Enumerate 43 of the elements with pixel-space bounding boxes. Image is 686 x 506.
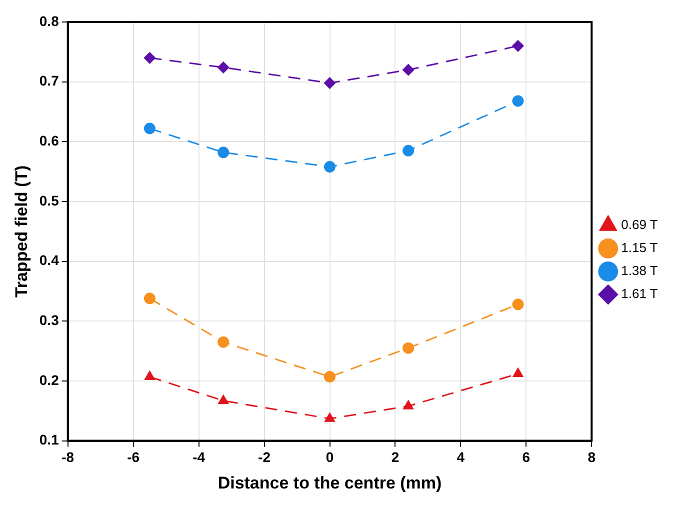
x-axis-title: Distance to the centre (mm) [218, 473, 442, 492]
legend-label: 0.69 T [621, 217, 658, 232]
point [402, 342, 414, 354]
y-axis-title: Trapped field (T) [12, 165, 31, 298]
x-tick-label: -6 [127, 449, 140, 466]
point [324, 371, 336, 383]
legend-label: 1.38 T [621, 263, 658, 278]
point [324, 161, 336, 173]
point [324, 77, 336, 89]
point [402, 144, 414, 156]
legend-label: 1.15 T [621, 240, 658, 256]
x-tick-label: 6 [522, 449, 530, 466]
point [324, 412, 335, 422]
point [218, 394, 228, 404]
x-tick-label: 8 [588, 449, 596, 466]
x-tick-label: 0 [326, 449, 334, 466]
point [218, 146, 230, 158]
y-tick-label: 0.4 [39, 252, 60, 268]
point [402, 64, 414, 76]
y-tick-label: 0.3 [39, 312, 60, 328]
point [218, 62, 230, 74]
point [144, 52, 156, 64]
x-tick-label: -4 [192, 449, 206, 466]
y-tick-label: 0.7 [39, 72, 60, 89]
point [144, 292, 156, 304]
x-tick-label: 4 [456, 449, 465, 466]
y-tick-label: 0.1 [39, 432, 60, 448]
point [144, 371, 155, 380]
x-tick-label: -8 [62, 449, 74, 466]
y-tick-label: 0.8 [39, 12, 60, 29]
point [512, 298, 524, 310]
y-tick-label: 0.2 [39, 372, 60, 388]
point [512, 40, 524, 52]
y-tick-label: 0.5 [39, 192, 60, 208]
y-tick-label: 0.6 [39, 132, 60, 149]
legend-label: 1.61 T [621, 286, 658, 302]
point [512, 368, 524, 378]
x-tick-label: -2 [258, 449, 271, 466]
point [218, 336, 230, 348]
x-tick-label: 2 [391, 449, 400, 466]
point [403, 400, 414, 410]
point [144, 122, 156, 134]
point [512, 95, 524, 107]
